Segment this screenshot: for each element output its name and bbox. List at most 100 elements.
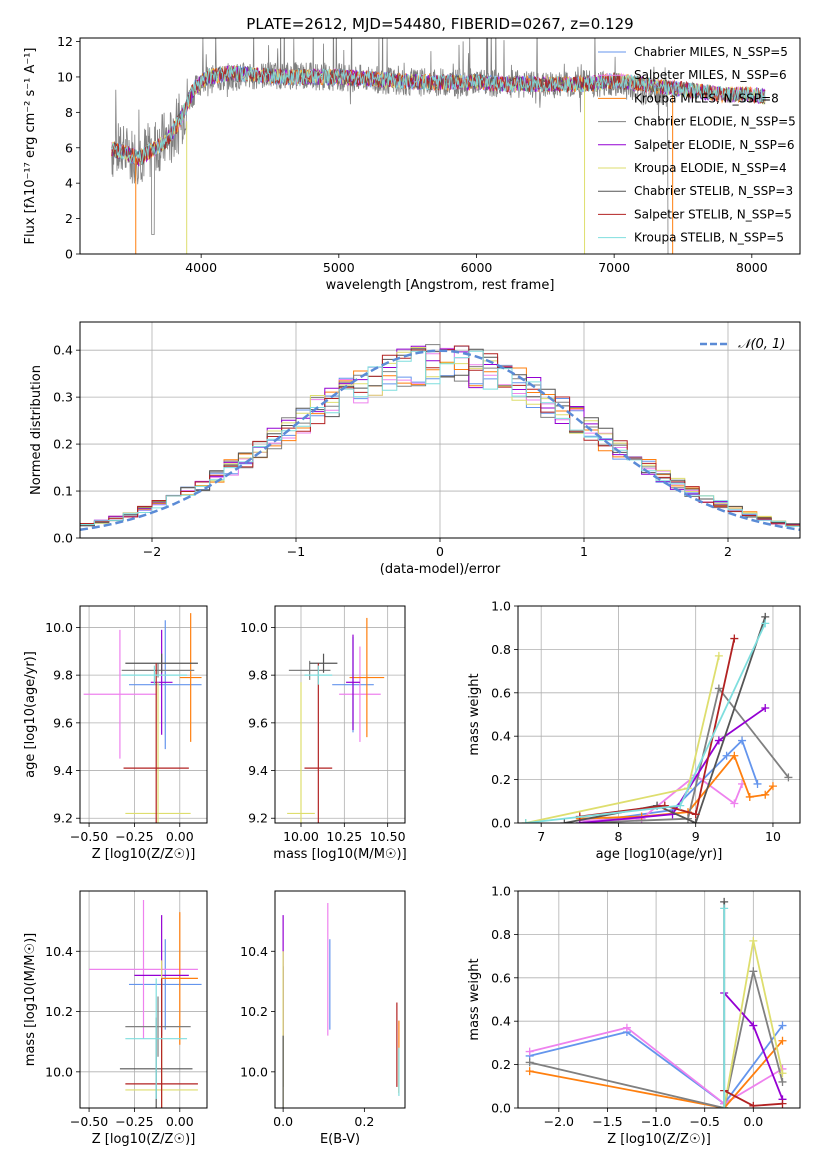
plus-marker-4 [714, 736, 723, 745]
y-tick-label: 0.1 [53, 484, 73, 499]
plus-marker-7 [778, 1099, 787, 1108]
plus-marker-8 [761, 619, 770, 628]
y-tick-label: 0.2 [53, 437, 73, 452]
panel-age-vs-metallicity: −0.50 −0.25 0.00 9.2 9.4 9.6 9.8 10.0 Z [log10(Z… [23, 605, 208, 862]
plus-marker-4 [761, 703, 770, 712]
x-tick-label: −1 [287, 544, 305, 559]
y-tick-label: 9.4 [248, 763, 268, 778]
x-axis-label: Z [log10(Z/Z☉)] [92, 847, 196, 862]
x-tick-label: −0.50 [70, 829, 108, 844]
y-tick-label: 0.8 [491, 927, 511, 942]
mass-weight-line-1 [529, 1026, 783, 1105]
plus-marker-8 [720, 904, 729, 913]
legend-label-5: Kroupa ELODIE, N_SSP=4 [634, 161, 787, 175]
y-tick-label: 10.2 [45, 1004, 73, 1019]
y-tick-label: 9.6 [53, 715, 73, 730]
y-tick-label: 0.8 [491, 642, 511, 657]
y-tick-label: 0.0 [491, 816, 511, 831]
y-tick-label: 0.4 [53, 343, 73, 358]
plot-area-mass-weight-vs-age [521, 612, 793, 823]
panel-mass-vs-ebv: 0.0 0.2 10.0 10.2 10.4 E(B-V) [240, 890, 406, 1147]
normal-curve [80, 349, 800, 532]
plus-marker-2 [768, 782, 777, 791]
y-tick-label: 9.8 [248, 668, 268, 683]
legend-label-1: Salpeter MILES, N_SSP=6 [634, 68, 787, 82]
x-tick-label: 8000 [736, 260, 768, 275]
x-tick-label: 0 [436, 544, 444, 559]
mass-weight-line-6 [564, 616, 767, 823]
panel-age-vs-mass: 10.00 10.25 10.50 9.2 9.4 9.6 9.8 10.0 mass [log… [240, 605, 407, 862]
plus-marker-2 [745, 792, 754, 801]
plus-marker-0 [722, 751, 731, 760]
legend-label-7: Salpeter STELIB, N_SSP=5 [634, 207, 792, 221]
x-tick-label: 8 [614, 829, 622, 844]
x-tick-label: 7000 [598, 260, 630, 275]
x-tick-label: −0.5 [690, 1114, 720, 1129]
axes-frame [79, 321, 801, 539]
plus-marker-7 [660, 801, 669, 810]
x-tick-label: 10.00 [283, 829, 319, 844]
spectrum-legend: Chabrier MILES, N_SSP=5 Salpeter MILES, N… [598, 45, 796, 245]
x-tick-label: 2 [724, 544, 732, 559]
x-tick-label: −0.25 [115, 829, 153, 844]
y-tick-label: 0.6 [491, 685, 511, 700]
panel-residuals: −2 −1 0 1 2 0.0 0.1 0.2 0.3 0.4 (data-model)/error… [29, 321, 801, 577]
x-tick-label: −0.50 [70, 1114, 108, 1129]
x-tick-label: −1.0 [641, 1114, 671, 1129]
y-tick-label: 10.0 [45, 1064, 73, 1079]
x-tick-label: 5000 [323, 260, 355, 275]
y-tick-label: 9.8 [53, 668, 73, 683]
y-tick-label: 0.4 [491, 1014, 511, 1029]
legend-label-3: Chabrier ELODIE, N_SSP=5 [634, 115, 796, 129]
plus-marker-4 [749, 1021, 758, 1030]
plus-marker-0 [778, 1021, 787, 1030]
panel-mass-weight-vs-age: 7 8 9 10 0.0 0.2 0.4 0.6 0.8 1.0 age [log10(age/yr… [467, 599, 801, 862]
y-tick-label: 0.2 [491, 772, 511, 787]
mass-weight-line-2 [529, 1040, 784, 1108]
y-axis-label: age [log10(age/yr)] [23, 651, 38, 778]
x-tick-label: −0.25 [115, 1114, 153, 1129]
plot-area-mass-vs-metallicity [89, 900, 202, 1108]
x-tick-label: 0.0 [273, 1114, 293, 1129]
plot-area-residuals [80, 344, 800, 532]
y-tick-label: 9.4 [53, 763, 73, 778]
y-tick-label: 12 [57, 34, 73, 49]
legend-label-6: Chabrier STELIB, N_SSP=3 [634, 184, 793, 198]
y-tick-label: 0.3 [53, 390, 73, 405]
plus-marker-8 [676, 801, 685, 810]
y-tick-label: 2 [65, 211, 73, 226]
panel-spectrum: 4000 5000 6000 7000 8000 0 2 4 6 8 10 12 wavelength … [23, 34, 801, 293]
x-tick-label: −2.0 [544, 1114, 574, 1129]
y-tick-label: 0.0 [53, 531, 73, 546]
y-tick-label: 6 [65, 140, 73, 155]
x-tick-label: 0.2 [354, 1114, 374, 1129]
y-axis-label: mass weight [467, 958, 482, 1040]
y-tick-label: 0.2 [491, 1057, 511, 1072]
mass-weight-line-5 [525, 655, 720, 823]
legend-label-0: Chabrier MILES, N_SSP=5 [634, 45, 788, 59]
y-tick-label: 10.4 [45, 944, 73, 959]
x-tick-label: 1 [580, 544, 588, 559]
plus-marker-6 [691, 819, 700, 823]
axes-frame [79, 890, 208, 1109]
plus-marker-0 [738, 736, 747, 745]
plot-area-mass-weight-vs-metallicity [525, 897, 787, 1108]
panel-mass-vs-metallicity: −0.50 −0.25 0.00 10.0 10.2 10.4 Z [log10(Z/Z☉)… [23, 890, 208, 1147]
x-axis-label: (data-model)/error [380, 562, 501, 577]
plus-marker-3 [525, 1058, 534, 1067]
plus-marker-7 [691, 810, 700, 819]
histogram-step-8 [80, 350, 800, 527]
x-tick-label: 0.00 [166, 1114, 194, 1129]
x-axis-label: Z [log10(Z/Z☉)] [92, 1132, 196, 1147]
plus-marker-8 [521, 819, 530, 823]
axes-frame [517, 890, 801, 1109]
plus-marker-1 [730, 799, 739, 808]
y-tick-label: 9.6 [248, 715, 268, 730]
model-line-8 [111, 65, 766, 165]
y-tick-label: 10.2 [240, 1004, 268, 1019]
plus-marker-5 [778, 1069, 787, 1078]
plus-marker-7 [749, 1101, 758, 1108]
histogram-step-7 [80, 345, 800, 526]
y-tick-label: 10.0 [240, 1064, 268, 1079]
